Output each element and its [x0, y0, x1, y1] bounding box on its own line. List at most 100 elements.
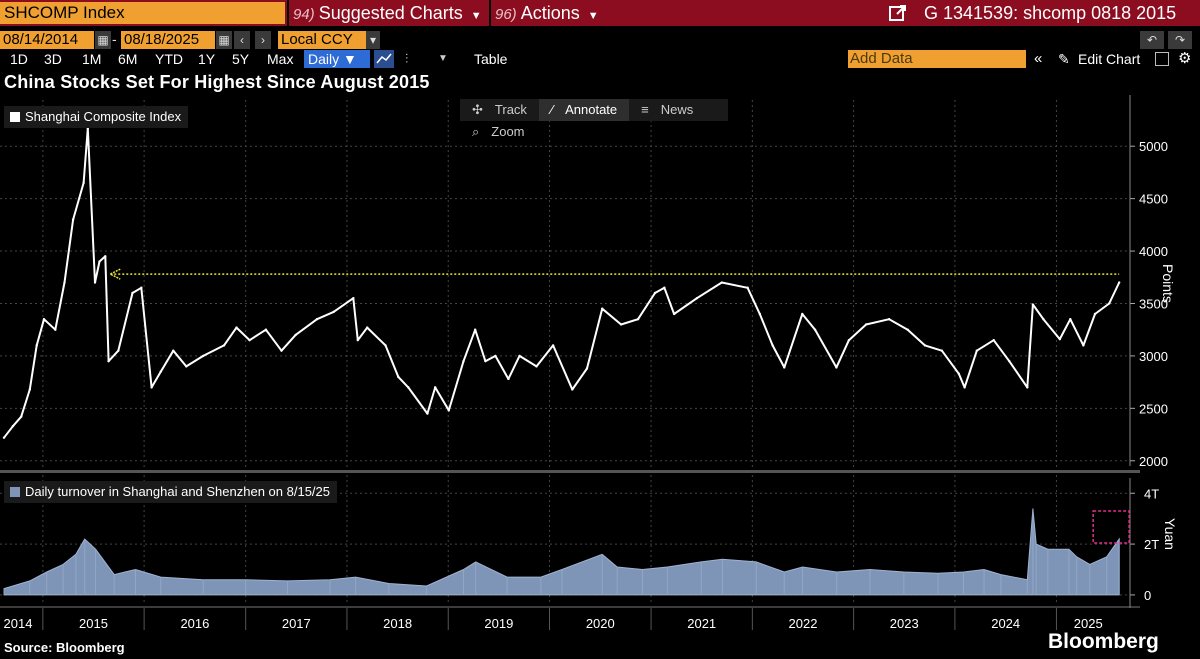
y-tick-label: 2000 — [1139, 454, 1168, 469]
price-point — [222, 344, 226, 347]
price-point — [315, 318, 319, 321]
redo-icon[interactable]: ↷ — [1168, 31, 1192, 49]
x-tick-label: 2017 — [282, 616, 311, 631]
news-tool[interactable]: ≡ News — [629, 99, 705, 121]
chevron-right-icon[interactable]: › — [255, 31, 271, 49]
price-point — [352, 297, 355, 300]
range-button-max[interactable]: Max — [267, 51, 294, 67]
add-data-input[interactable]: Add Data — [848, 50, 1026, 68]
x-tick-label: 2025 — [1074, 616, 1103, 631]
price-point — [518, 354, 521, 358]
range-button-6m[interactable]: 6M — [118, 51, 138, 67]
pencil-icon[interactable]: ✎ — [1058, 51, 1070, 67]
price-point — [847, 338, 851, 342]
price-point — [663, 286, 666, 289]
price-point — [54, 328, 57, 331]
turnover-axis-unit: Yuan — [1162, 518, 1178, 550]
price-point — [1117, 281, 1121, 284]
caret-down-icon: ▼ — [470, 10, 482, 22]
currency-select[interactable]: Local CCY — [278, 31, 366, 49]
y-tick-label: 0 — [1144, 588, 1151, 603]
price-point — [1069, 318, 1072, 321]
price-point — [535, 365, 538, 368]
start-date-field[interactable]: 08/14/2014 — [0, 31, 94, 49]
layout-icon[interactable] — [1155, 52, 1169, 66]
collapse-icon[interactable]: « — [1034, 50, 1043, 67]
calendar-icon[interactable]: ▦ — [216, 31, 232, 49]
price-point — [104, 255, 107, 258]
suggested-charts-shortcut: 94) — [293, 6, 315, 23]
range-button-1m[interactable]: 1M — [82, 51, 102, 67]
caret-down-icon[interactable]: ▼ — [438, 53, 448, 64]
chart-toolbar: ✣ Track ∕ Annotate ≡ News⌕ Zoom — [460, 99, 728, 139]
y-tick-label: 2500 — [1139, 401, 1168, 416]
suggested-charts-menu[interactable]: 94) Suggested Charts ▼ — [293, 0, 482, 26]
price-point — [42, 318, 46, 321]
range-button-ytd[interactable]: YTD — [155, 51, 183, 67]
range-button-1d[interactable]: 1D — [10, 51, 28, 67]
price-point — [185, 365, 188, 368]
price-point — [264, 328, 268, 331]
price-point — [433, 386, 437, 389]
x-tick-label: 2020 — [586, 616, 615, 631]
price-point — [653, 291, 657, 295]
table-button[interactable]: Table — [474, 51, 508, 67]
x-tick-label: 2015 — [79, 616, 108, 631]
calendar-icon[interactable]: ▦ — [95, 31, 111, 49]
line-chart-icon[interactable] — [374, 50, 394, 68]
price-point — [426, 412, 429, 415]
x-tick-label: 2018 — [383, 616, 412, 631]
price-point — [98, 260, 101, 263]
range-button-3d[interactable]: 3D — [44, 51, 62, 67]
gear-icon[interactable]: ⚙ — [1178, 50, 1192, 67]
range-button-5y[interactable]: 5Y — [232, 51, 250, 67]
price-point — [93, 281, 97, 284]
price-point — [906, 328, 909, 331]
price-point — [835, 366, 838, 369]
price-point — [1093, 312, 1097, 316]
period-select[interactable]: Daily ▼ — [304, 50, 370, 68]
export-icon[interactable] — [888, 3, 908, 23]
actions-menu[interactable]: 96) Actions ▼ — [495, 0, 599, 26]
price-point — [159, 370, 162, 373]
track-tool[interactable]: ✣ Track — [460, 99, 539, 121]
ticker-field[interactable]: SHCOMP Index — [0, 2, 285, 24]
caret-down-icon[interactable]: ▾ — [366, 31, 380, 49]
price-point — [992, 338, 995, 342]
price-point — [551, 344, 555, 347]
price-point — [1058, 337, 1061, 341]
panel-divider[interactable] — [0, 470, 1140, 473]
reference-arrowhead — [108, 268, 121, 280]
price-point — [1031, 303, 1035, 306]
price-point — [140, 286, 143, 289]
price-point — [601, 307, 604, 310]
x-tick-label: 2021 — [687, 616, 716, 631]
price-point — [672, 312, 676, 316]
x-tick-label: 2024 — [991, 616, 1020, 631]
price-point — [484, 359, 487, 363]
bar-style-icon[interactable]: ⫶ — [405, 51, 409, 66]
annotate-tool[interactable]: ∕ Annotate — [538, 99, 630, 121]
header-separator — [287, 0, 289, 26]
price-point — [20, 415, 23, 418]
edit-chart-button[interactable]: Edit Chart — [1078, 51, 1141, 67]
y-tick-label: 5000 — [1139, 139, 1168, 154]
crosshair-icon: ✣ — [472, 102, 483, 117]
price-point — [63, 281, 66, 284]
chevron-left-icon[interactable]: ‹ — [234, 31, 250, 49]
price-point — [695, 297, 699, 300]
end-date-field[interactable]: 08/18/2025 — [121, 31, 215, 49]
legend-swatch — [10, 112, 20, 122]
price-point — [107, 359, 110, 363]
zoom-tool[interactable]: ⌕ Zoom — [460, 121, 537, 143]
price-point — [957, 372, 960, 375]
price-point — [447, 409, 450, 412]
turnover-legend-label: Daily turnover in Shanghai and Shenzhen … — [25, 484, 330, 499]
suggested-charts-label: Suggested Charts — [318, 3, 463, 23]
price-point — [720, 281, 724, 284]
undo-icon[interactable]: ↶ — [1140, 31, 1164, 49]
range-button-1y[interactable]: 1Y — [198, 51, 216, 67]
price-point — [571, 388, 574, 391]
price-point — [473, 328, 477, 331]
